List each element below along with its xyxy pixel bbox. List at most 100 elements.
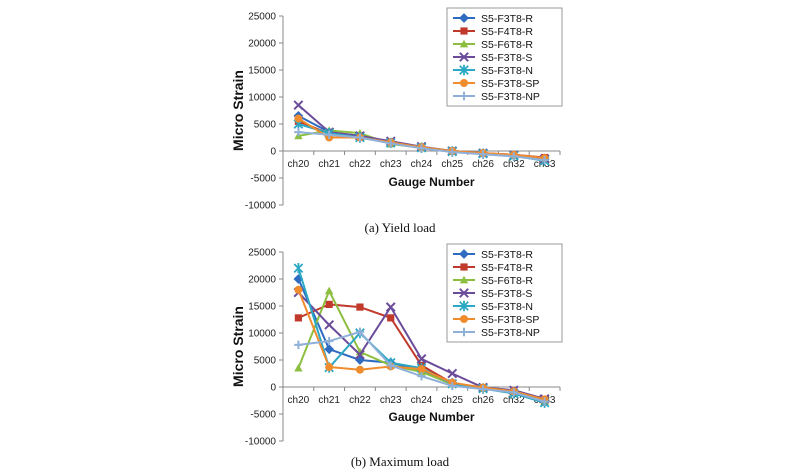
chart-maximum-load: -10000 -5000 0 5000 10000 15000 20000 25000 ch20… — [230, 243, 563, 469]
y-tick-label: -5000 — [250, 174, 276, 185]
data-point-S5-F4T8-R-ch22 — [356, 303, 364, 311]
data-point-S5-F3T8-NP-ch33 — [540, 397, 549, 406]
x-tick-label: ch25 — [441, 159, 463, 170]
legend-label-S5-F4T8-R: S5-F4T8-R — [481, 262, 533, 274]
data-point-S5-F6T8-R-ch20 — [294, 363, 303, 372]
legend-marker-S5-F3T8-NP — [459, 91, 469, 101]
legend-label-S5-F3T8-SP: S5-F3T8-SP — [481, 78, 539, 90]
data-point-S5-F3T8-SP-ch24 — [417, 365, 426, 374]
data-point-S5-F3T8-SP-ch22 — [355, 365, 364, 374]
chart-yield-load: -10000 -5000 0 5000 10000 15000 20000 25000 ch20… — [230, 7, 563, 235]
x-tick-label: ch23 — [380, 395, 402, 406]
x-tick-label: ch26 — [472, 159, 494, 170]
data-point-S5-F3T8-NP-ch20 — [294, 340, 303, 350]
legend-marker-S5-F3T8-SP — [460, 79, 468, 87]
y-tick-label: 5000 — [254, 356, 277, 367]
x-tick-label: ch21 — [318, 159, 340, 170]
x-axis-title: Gauge Number — [388, 175, 474, 189]
x-tick-label: ch25 — [441, 395, 463, 406]
y-tick-label: 25000 — [248, 12, 276, 23]
legend-label-S5-F6T8-R: S5-F6T8-R — [481, 275, 533, 287]
y-tick-label: 5000 — [254, 120, 277, 131]
legend-label-S5-F3T8-NP: S5-F3T8-NP — [481, 327, 540, 339]
legend-marker-S5-F3T8-NP — [459, 327, 469, 337]
legend-marker-S5-F4T8-R — [460, 27, 468, 35]
legend-marker-S5-F3T8-R — [459, 249, 469, 259]
legend-label-S5-F6T8-R: S5-F6T8-R — [481, 39, 533, 51]
x-axis-title: Gauge Number — [388, 410, 474, 424]
y-tick-label: 15000 — [248, 66, 276, 77]
x-tick-label: ch24 — [411, 159, 433, 170]
data-point-S5-F3T8-NP-ch23 — [386, 139, 395, 148]
figure-caption: (a) Yield load — [365, 220, 436, 235]
y-tick-label: 25000 — [248, 248, 276, 259]
legend-marker-S5-F3T8-R — [459, 13, 469, 23]
data-point-S5-F3T8-NP-ch32 — [509, 152, 519, 161]
legend-label-S5-F3T8-NP: S5-F3T8-NP — [481, 91, 540, 103]
x-tick-label: ch20 — [288, 395, 310, 406]
data-point-S5-F4T8-R-ch21 — [325, 300, 333, 308]
x-tick-label: ch22 — [349, 159, 371, 170]
data-point-S5-F3T8-NP-ch24 — [417, 372, 426, 381]
data-point-S5-F3T8-R-ch21 — [324, 344, 335, 355]
y-tick-label: 0 — [270, 147, 276, 158]
data-point-S5-F3T8-N-ch20 — [293, 263, 304, 274]
y-tick-label: -10000 — [245, 437, 277, 448]
legend-label-S5-F3T8-S: S5-F3T8-S — [481, 288, 532, 300]
data-point-S5-F3T8-NP-ch22 — [355, 327, 365, 337]
data-point-S5-F3T8-NP-ch26 — [478, 150, 488, 159]
data-point-S5-F3T8-NP-ch26 — [478, 384, 488, 394]
x-tick-label: ch23 — [380, 159, 402, 170]
data-point-S5-F4T8-R-ch20 — [294, 314, 302, 322]
data-point-S5-F3T8-NP-ch32 — [509, 388, 519, 397]
data-point-S5-F3T8-NP-ch22 — [355, 133, 365, 142]
legend-label-S5-F3T8-R: S5-F3T8-R — [481, 13, 533, 25]
legend-marker-S5-F4T8-R — [460, 263, 468, 271]
y-tick-label: 10000 — [248, 329, 276, 340]
y-tick-label: -5000 — [250, 410, 276, 421]
legend-marker-S5-F3T8-SP — [460, 315, 468, 323]
data-point-S5-F3T8-NP-ch33 — [540, 155, 549, 165]
data-point-S5-F3T8-NP-ch20 — [294, 127, 303, 137]
data-point-S5-F3T8-NP-ch25 — [448, 381, 457, 391]
legend-label-S5-F3T8-N: S5-F3T8-N — [481, 65, 533, 77]
data-point-S5-F4T8-R-ch23 — [387, 314, 395, 322]
x-tick-label: ch32 — [503, 159, 525, 170]
y-tick-label: -10000 — [245, 201, 277, 212]
x-tick-label: ch21 — [318, 395, 340, 406]
data-point-S5-F3T8-S-ch23 — [385, 302, 396, 312]
y-tick-label: 20000 — [248, 39, 276, 50]
data-point-S5-F3T8-SP-ch20 — [294, 114, 303, 123]
legend-label-S5-F4T8-R: S5-F4T8-R — [481, 26, 533, 38]
y-tick-label: 0 — [270, 383, 276, 394]
y-tick-label: 20000 — [248, 275, 276, 286]
data-point-S5-F6T8-R-ch21 — [324, 286, 334, 295]
legend-label-S5-F3T8-SP: S5-F3T8-SP — [481, 314, 539, 326]
legend-label-S5-F3T8-S: S5-F3T8-S — [481, 52, 532, 64]
data-point-S5-F3T8-S-ch20 — [293, 100, 304, 111]
legend-marker-S5-F3T8-S — [459, 52, 469, 62]
data-point-S5-F3T8-NP-ch21 — [324, 336, 334, 346]
x-tick-label: ch20 — [288, 159, 310, 170]
data-point-S5-F3T8-SP-ch20 — [294, 285, 303, 294]
y-axis-title: Micro Strain — [230, 306, 246, 387]
y-tick-label: 10000 — [248, 93, 276, 104]
data-point-S5-F3T8-NP-ch25 — [448, 147, 457, 157]
data-point-S5-F3T8-S-ch25 — [447, 368, 458, 379]
x-tick-label: ch32 — [503, 395, 525, 406]
legend-marker-S5-F3T8-N — [459, 64, 469, 76]
data-point-S5-F3T8-S-ch24 — [416, 354, 427, 364]
data-point-S5-F3T8-SP-ch21 — [325, 363, 334, 372]
x-tick-label: ch22 — [349, 395, 371, 406]
legend-marker-S5-F3T8-S — [459, 288, 469, 298]
data-point-S5-F3T8-NP-ch24 — [417, 144, 426, 153]
data-point-S5-F3T8-S-ch21 — [324, 319, 335, 330]
data-point-S5-F3T8-NP-ch21 — [324, 130, 334, 139]
y-axis-title: Micro Strain — [230, 70, 246, 151]
legend-label-S5-F3T8-N: S5-F3T8-N — [481, 301, 533, 313]
x-tick-label: ch26 — [472, 395, 494, 406]
legend-label-S5-F3T8-R: S5-F3T8-R — [481, 249, 533, 261]
legend-marker-S5-F6T8-R — [459, 275, 469, 284]
data-point-S5-F3T8-S-ch22 — [355, 349, 365, 360]
